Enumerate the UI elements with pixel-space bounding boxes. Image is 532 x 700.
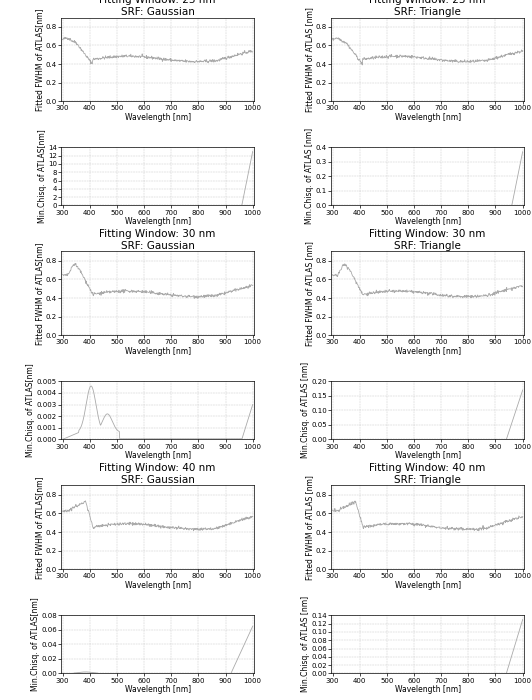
X-axis label: Wavelength [nm]: Wavelength [nm] xyxy=(124,113,190,122)
Y-axis label: Min.Chisq. of ATLAS[nm]: Min.Chisq. of ATLAS[nm] xyxy=(38,130,47,223)
Title: Fitting Window: 25 nm
SRF: Gaussian: Fitting Window: 25 nm SRF: Gaussian xyxy=(99,0,216,17)
X-axis label: Wavelength [nm]: Wavelength [nm] xyxy=(124,347,190,356)
X-axis label: Wavelength [nm]: Wavelength [nm] xyxy=(124,217,190,226)
Title: Fitting Window: 30 nm
SRF: Gaussian: Fitting Window: 30 nm SRF: Gaussian xyxy=(99,229,216,251)
Y-axis label: Fitted FWHM of ATLAS [nm]: Fitted FWHM of ATLAS [nm] xyxy=(305,7,314,112)
Title: Fitting Window: 40 nm
SRF: Gaussian: Fitting Window: 40 nm SRF: Gaussian xyxy=(99,463,216,484)
Y-axis label: Fitted FWHM of ATLAS[nm]: Fitted FWHM of ATLAS[nm] xyxy=(35,8,44,111)
Y-axis label: Min.Chisq. of ATLAS[nm]: Min.Chisq. of ATLAS[nm] xyxy=(27,363,35,457)
Title: Fitting Window: 40 nm
SRF: Triangle: Fitting Window: 40 nm SRF: Triangle xyxy=(369,463,486,484)
Title: Fitting Window: 25 nm
SRF: Triangle: Fitting Window: 25 nm SRF: Triangle xyxy=(369,0,486,17)
Y-axis label: Fitted FWHM of ATLAS [nm]: Fitted FWHM of ATLAS [nm] xyxy=(305,475,314,580)
X-axis label: Wavelength [nm]: Wavelength [nm] xyxy=(395,685,461,694)
Title: Fitting Window: 30 nm
SRF: Triangle: Fitting Window: 30 nm SRF: Triangle xyxy=(369,229,486,251)
X-axis label: Wavelength [nm]: Wavelength [nm] xyxy=(124,581,190,590)
Y-axis label: Min.Chisq. of ATLAS[nm]: Min.Chisq. of ATLAS[nm] xyxy=(31,598,40,692)
X-axis label: Wavelength [nm]: Wavelength [nm] xyxy=(395,581,461,590)
Y-axis label: Fitted FWHM of ATLAS[nm]: Fitted FWHM of ATLAS[nm] xyxy=(35,476,44,579)
X-axis label: Wavelength [nm]: Wavelength [nm] xyxy=(395,217,461,226)
X-axis label: Wavelength [nm]: Wavelength [nm] xyxy=(124,451,190,460)
Y-axis label: Fitted FWHM of ATLAS[nm]: Fitted FWHM of ATLAS[nm] xyxy=(35,242,44,344)
X-axis label: Wavelength [nm]: Wavelength [nm] xyxy=(395,347,461,356)
Y-axis label: Min.Chisq. of ATLAS [nm]: Min.Chisq. of ATLAS [nm] xyxy=(305,128,314,225)
X-axis label: Wavelength [nm]: Wavelength [nm] xyxy=(124,685,190,694)
X-axis label: Wavelength [nm]: Wavelength [nm] xyxy=(395,113,461,122)
Y-axis label: Fitted FWHM of ATLAS [nm]: Fitted FWHM of ATLAS [nm] xyxy=(305,241,314,346)
X-axis label: Wavelength [nm]: Wavelength [nm] xyxy=(395,451,461,460)
Y-axis label: Min.Chisq. of ATLAS [nm]: Min.Chisq. of ATLAS [nm] xyxy=(301,596,310,692)
Y-axis label: Min.Chisq. of ATLAS [nm]: Min.Chisq. of ATLAS [nm] xyxy=(301,363,310,458)
